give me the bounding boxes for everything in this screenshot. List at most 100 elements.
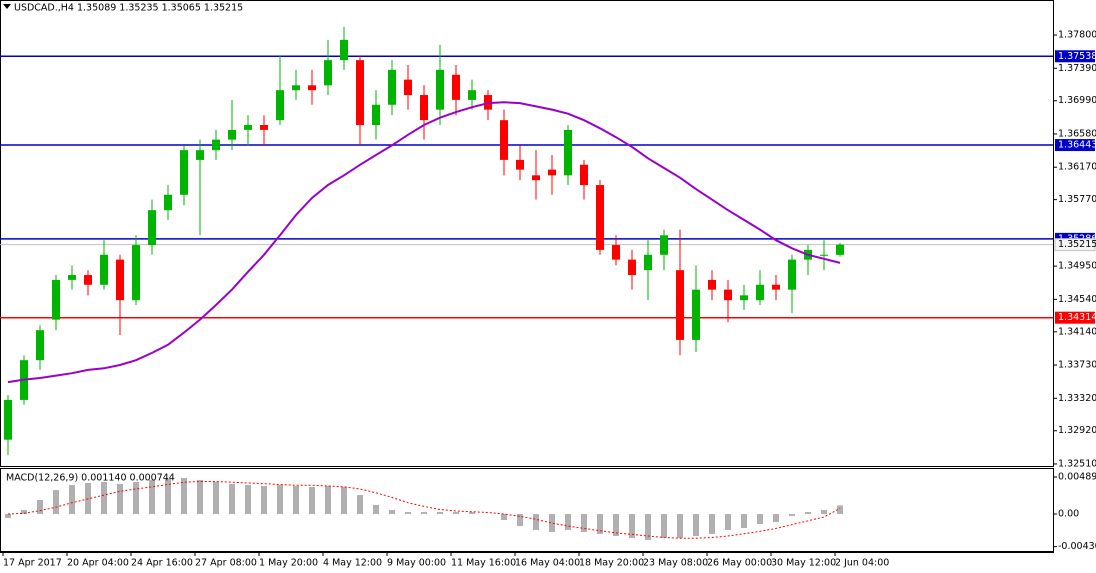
macd-bar xyxy=(117,483,123,515)
candle-body xyxy=(500,120,508,160)
macd-panel: 0.00489 0.00 -0.004308 xyxy=(5,472,1096,552)
macd-bar xyxy=(581,514,587,533)
candle-body xyxy=(628,259,636,276)
x-tick-label: 16 May 04:00 xyxy=(515,558,580,569)
candle-body xyxy=(228,129,236,140)
macd-bar xyxy=(133,482,139,515)
candle-body xyxy=(84,275,92,285)
candle-body xyxy=(436,69,444,110)
y-tick-label: 1.32510 xyxy=(1058,458,1096,469)
candle-body xyxy=(612,245,620,260)
macd-bar xyxy=(245,485,251,515)
x-tick-label: 17 Apr 2017 xyxy=(3,558,62,569)
x-tick-label: 11 May 16:00 xyxy=(451,558,516,569)
candle-body xyxy=(372,104,380,126)
candle-body xyxy=(308,85,316,91)
macd-bar xyxy=(165,478,171,515)
macd-bar xyxy=(725,514,731,530)
candle-body xyxy=(516,159,524,170)
macd-bar xyxy=(149,480,155,515)
level-label: 1.36443 xyxy=(1058,140,1096,151)
candle-body xyxy=(116,259,124,301)
x-tick-label: 1 May 20:00 xyxy=(259,558,318,569)
macd-bar xyxy=(197,480,203,515)
y-tick-label: 1.34540 xyxy=(1058,294,1096,305)
candle-body xyxy=(740,295,748,301)
candle-body xyxy=(68,275,76,280)
x-tick-label: 26 May 00:00 xyxy=(707,558,772,569)
macd-bar xyxy=(437,512,443,515)
y-tick-label: -0.004308 xyxy=(1058,541,1096,552)
macd-bar xyxy=(597,514,603,534)
macd-bar xyxy=(341,486,347,515)
menu-arrow xyxy=(3,4,11,9)
y-tick-label: 0.00 xyxy=(1058,509,1079,520)
candle-body xyxy=(756,284,764,301)
current-price-label: 1.35215 xyxy=(1058,239,1096,250)
moving-average xyxy=(7,101,841,384)
candle-body xyxy=(564,129,572,176)
y-tick-label: 1.37390 xyxy=(1058,63,1096,74)
macd-bar xyxy=(709,514,715,534)
macd-bar xyxy=(373,505,379,515)
candle-body xyxy=(676,270,684,340)
x-tick-label: 24 Apr 16:00 xyxy=(131,558,193,569)
macd-bar xyxy=(293,486,299,515)
candle-body xyxy=(52,279,60,320)
candle-body xyxy=(260,125,268,130)
y-tick-label: 1.34950 xyxy=(1058,261,1096,272)
x-tick-label: 30 May 12:00 xyxy=(771,558,836,569)
macd-bar xyxy=(565,514,571,530)
macd-bar xyxy=(757,514,763,524)
candle-body xyxy=(532,175,540,181)
macd-bar xyxy=(821,510,827,515)
candle-body xyxy=(324,60,332,86)
macd-bar xyxy=(389,510,395,515)
candle-body xyxy=(596,185,604,250)
candle-body xyxy=(276,90,284,121)
macd-bar xyxy=(37,500,43,515)
macd-bar xyxy=(773,514,779,523)
macd-bar xyxy=(101,482,107,515)
candle-body xyxy=(4,399,12,440)
macd-bar xyxy=(501,514,507,520)
macd-bar xyxy=(613,514,619,537)
y-tick-label: 1.36170 xyxy=(1058,162,1096,173)
candle-body xyxy=(836,244,844,255)
candle-body xyxy=(356,60,364,126)
macd-bar xyxy=(229,483,235,515)
macd-bar xyxy=(405,512,411,515)
candle-body xyxy=(660,235,668,255)
main-panel: 1.37800 1.37390 1.36990 1.36580 1.36170 1.357… xyxy=(0,26,1096,469)
candle-body xyxy=(772,284,780,290)
macd-bar xyxy=(53,490,59,515)
macd-bar xyxy=(741,514,747,529)
level-label-box xyxy=(1055,139,1095,152)
candle-body xyxy=(404,79,412,96)
candle-body xyxy=(340,39,348,61)
main-panel-frame xyxy=(0,0,1054,467)
macd-bar xyxy=(261,486,267,515)
macd-bar xyxy=(309,486,315,515)
macd-bar xyxy=(469,512,475,515)
macd-bar xyxy=(181,477,187,515)
x-tick-label: 23 May 08:00 xyxy=(643,558,708,569)
macd-bar xyxy=(325,486,331,515)
candle-body xyxy=(100,254,108,285)
macd-bar xyxy=(5,514,11,519)
candle-body xyxy=(788,259,796,290)
macd-bar xyxy=(789,514,795,516)
macd-bar xyxy=(357,495,363,515)
candle-body xyxy=(164,194,172,211)
level-label-box xyxy=(1055,50,1095,63)
level-label-box xyxy=(1055,311,1095,324)
candle-body xyxy=(132,245,140,301)
macd-bar xyxy=(645,514,651,541)
macd-bar xyxy=(661,514,667,538)
macd-bar xyxy=(453,512,459,515)
x-tick-label: 2 Jun 04:00 xyxy=(835,558,889,569)
x-tick-label: 18 May 20:00 xyxy=(579,558,644,569)
macd-bar xyxy=(677,514,683,538)
candle-body xyxy=(180,150,188,195)
